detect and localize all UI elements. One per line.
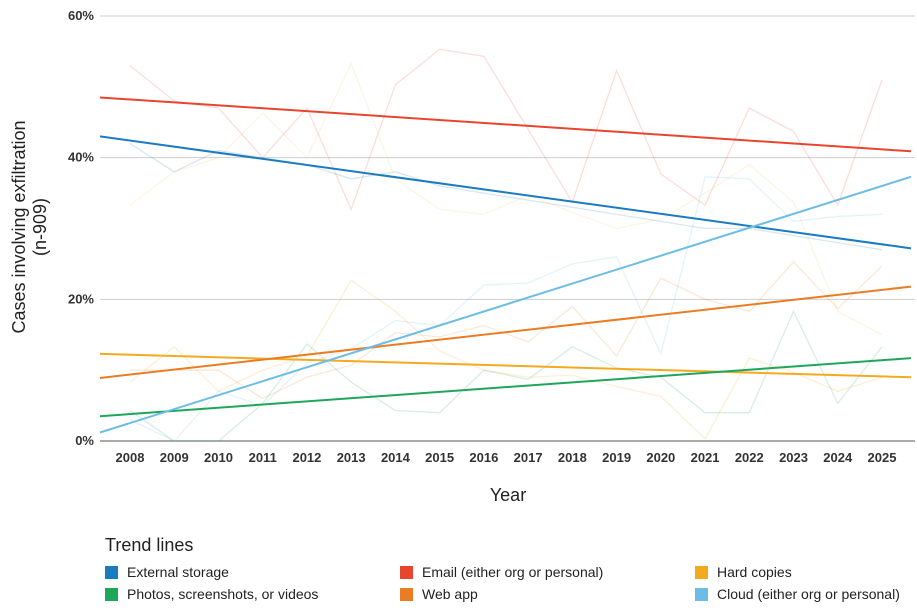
x-tick-label: 2022	[735, 450, 764, 465]
legend-item: Email (either org or personal)	[400, 564, 695, 580]
x-tick-label: 2009	[160, 450, 189, 465]
gridlines	[100, 15, 915, 442]
y-tick-label: 60%	[68, 8, 94, 23]
trend-line	[99, 175, 912, 434]
legend-label: Hard copies	[717, 564, 792, 580]
x-tick-label: 2015	[425, 450, 454, 465]
raw-series-line	[129, 279, 883, 440]
legend: Trend lines External storage Email (eithe…	[105, 535, 917, 602]
trend-lines	[99, 96, 912, 434]
x-tick-label: 2021	[691, 450, 720, 465]
x-tick-label: 2010	[204, 450, 233, 465]
raw-series-lines	[129, 48, 883, 442]
legend-title: Trend lines	[105, 535, 194, 555]
x-tick-label: 2016	[469, 450, 498, 465]
y-tick-label: 40%	[68, 150, 94, 165]
x-tick-label: 2018	[558, 450, 587, 465]
x-axis-title: Year	[490, 485, 526, 505]
x-tick-label: 2023	[779, 450, 808, 465]
legend-swatch	[400, 565, 413, 579]
raw-series-line	[129, 48, 883, 212]
x-tick-label: 2020	[646, 450, 675, 465]
trend-line	[99, 135, 912, 250]
x-tick-label: 2013	[337, 450, 366, 465]
trend-line	[99, 96, 912, 153]
raw-series-line	[129, 142, 883, 251]
x-axis-ticks: 2008 2009 2010 2011 2012 2013 2014 2015 2016 2017…	[116, 450, 897, 465]
legend-swatch	[105, 587, 118, 601]
y-tick-label: 20%	[68, 291, 94, 306]
raw-series-line	[129, 61, 883, 336]
x-tick-label: 2012	[292, 450, 321, 465]
raw-series-line	[130, 260, 883, 400]
legend-label: Web app	[422, 586, 478, 602]
legend-item: External storage	[105, 564, 400, 580]
y-axis-title-line1: Cases involving exfiltration	[9, 120, 29, 333]
legend-swatch	[400, 587, 413, 601]
y-axis-title: Cases involving exfiltration (n-909)	[9, 120, 50, 333]
line-chart: 0% 20% 40% 60% 2008 2009 2010 2011 2012 2013 2014…	[9, 8, 915, 505]
legend-swatch	[695, 565, 708, 579]
legend-item: Photos, screenshots, or videos	[105, 586, 400, 602]
legend-items: External storage Email (either org or per…	[105, 564, 917, 602]
x-tick-label: 2025	[868, 450, 897, 465]
x-tick-label: 2008	[116, 450, 145, 465]
legend-item: Cloud (either org or personal)	[695, 586, 915, 602]
legend-label: External storage	[127, 564, 229, 580]
raw-series-line	[129, 309, 883, 442]
legend-label: Email (either org or personal)	[422, 564, 604, 580]
legend-label: Cloud (either org or personal)	[717, 586, 900, 602]
legend-item: Hard copies	[695, 564, 915, 580]
x-tick-label: 2011	[249, 450, 277, 465]
legend-item: Web app	[400, 586, 695, 602]
legend-label: Photos, screenshots, or videos	[127, 586, 319, 602]
x-tick-label: 2014	[381, 450, 411, 465]
trend-line	[99, 352, 912, 379]
legend-swatch	[695, 587, 708, 601]
y-tick-label: 0%	[75, 433, 94, 448]
x-tick-label: 2019	[602, 450, 631, 465]
legend-swatch	[105, 565, 118, 579]
x-tick-label: 2017	[514, 450, 543, 465]
trend-line	[99, 285, 912, 379]
y-axis-title-line2: (n-909)	[30, 198, 50, 256]
x-tick-label: 2024	[823, 450, 853, 465]
raw-series-line	[129, 176, 883, 442]
y-axis-ticks: 0% 20% 40% 60%	[68, 8, 94, 448]
trend-line	[99, 357, 912, 418]
